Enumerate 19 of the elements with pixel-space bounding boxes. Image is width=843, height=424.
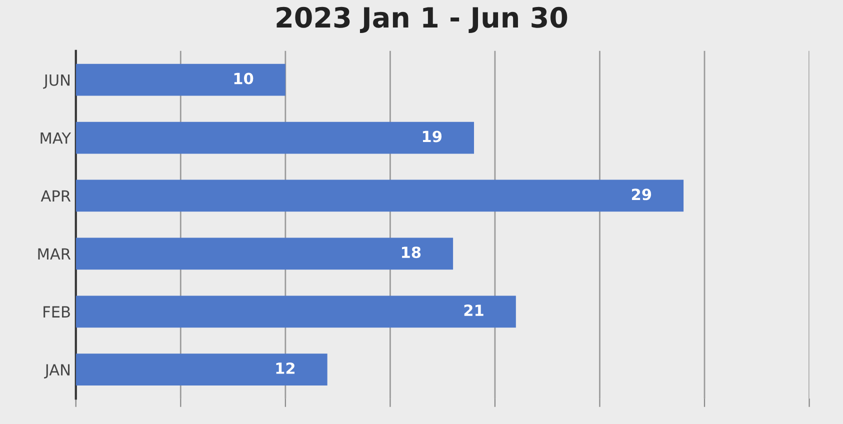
chart-title: 2023 Jan 1 - Jun 30: [276, 6, 568, 34]
y-tick-label: JUN: [43, 74, 70, 89]
bar: [76, 64, 286, 96]
data-label: 19: [422, 130, 442, 142]
y-tick-label: MAR: [38, 248, 71, 260]
data-label: 21: [464, 304, 484, 316]
data-label: 29: [632, 188, 652, 200]
y-tick-label: JAN: [44, 364, 70, 378]
y-tick-label: MAY: [40, 132, 72, 144]
bar: [76, 354, 328, 386]
bar: [76, 238, 454, 270]
data-label: 18: [402, 246, 421, 258]
bar: [76, 296, 516, 328]
y-tick-label: FEB: [44, 306, 70, 318]
bar: [76, 122, 474, 154]
data-label: 12: [276, 362, 294, 374]
bar: [76, 180, 684, 212]
data-label: 10: [234, 72, 254, 84]
y-tick-label: APR: [40, 190, 71, 202]
